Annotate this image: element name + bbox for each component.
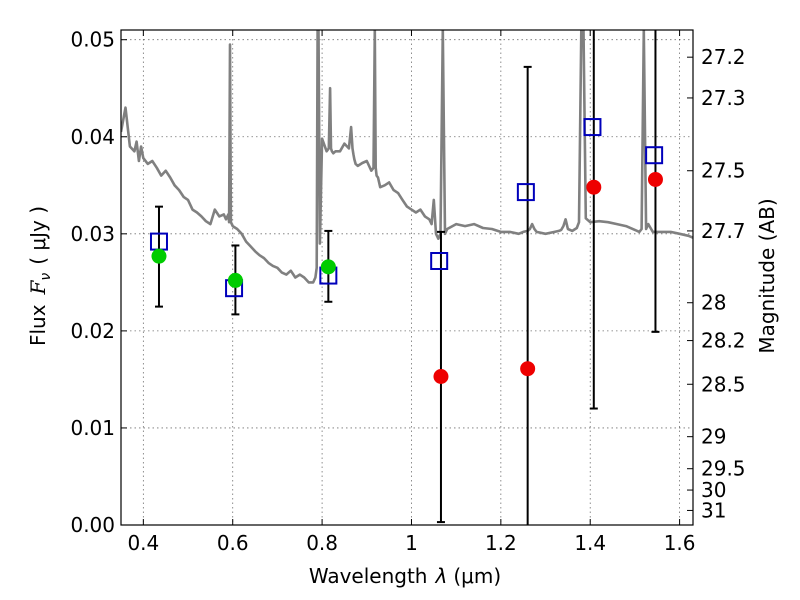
model-photometry-square	[516, 183, 535, 202]
y2-tick-label: 29	[701, 425, 726, 449]
y2-tick-label: 27.3	[701, 86, 746, 110]
y2-tick-label: 31	[701, 498, 726, 522]
y-axis-ticks: 0.00 0.01 0.02 0.03 0.04 0.05	[70, 28, 127, 537]
y-tick-label: 0.02	[70, 319, 115, 343]
y2-tick-label: 28	[701, 291, 726, 315]
y-tick-label: 0.01	[70, 416, 115, 440]
y-tick-label: 0.05	[70, 28, 115, 52]
model-spectrum-layer	[121, 30, 693, 284]
model-photometry-square	[645, 146, 664, 165]
observed-flux-point	[586, 179, 602, 195]
y2-tick-label: 28.2	[701, 329, 746, 353]
x-axis-ticks: 0.4 0.6 0.8 1 1.2 1.4 1.6	[127, 30, 696, 555]
model-photometry-square	[430, 252, 449, 270]
observed-flux-point	[227, 272, 243, 288]
x-tick-label: 0.8	[306, 531, 338, 555]
observed-flux-point	[433, 369, 449, 384]
y-tick-label: 0.04	[70, 125, 115, 149]
y2-tick-label: 28.5	[701, 372, 746, 396]
y2-tick-label: 27.7	[701, 219, 746, 243]
observed-flux-point	[151, 248, 167, 264]
observed-flux-point	[320, 259, 336, 275]
x-tick-label: 0.4	[127, 531, 159, 555]
plot-frame	[120, 29, 694, 526]
y2-tick-label: 27.2	[701, 45, 746, 69]
x-tick-label: 1.4	[574, 531, 606, 555]
y2-axis-label: Magnitude (AB)	[755, 198, 779, 353]
model-photometry-square	[583, 118, 602, 137]
y2-tick-label: 29.5	[701, 457, 746, 481]
x-axis-label: Wavelength λ (μm)	[309, 564, 501, 588]
x-tick-label: 1	[405, 531, 418, 555]
model-spectrum-line	[121, 30, 693, 284]
y-axis-label: FluxFν( μJy )	[26, 206, 54, 346]
marker-layer	[149, 118, 664, 384]
y2-tick-label: 30	[701, 478, 726, 502]
grid-layer	[121, 30, 693, 526]
observed-flux-point	[647, 171, 663, 187]
y-tick-label: 0.03	[70, 222, 115, 246]
x-tick-label: 1.2	[485, 531, 517, 555]
observed-flux-point	[520, 361, 536, 377]
x-tick-label: 1.6	[664, 531, 696, 555]
y-tick-label: 0.00	[70, 513, 115, 537]
y2-tick-label: 27.5	[701, 159, 746, 183]
x-tick-label: 0.6	[217, 531, 249, 555]
